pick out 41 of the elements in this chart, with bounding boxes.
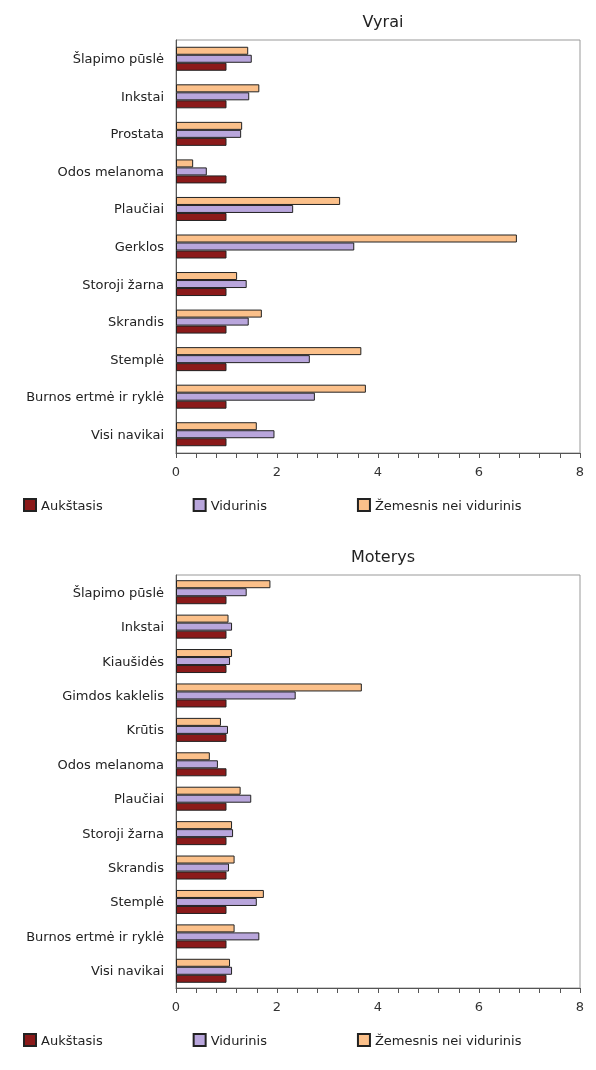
y-tick-label: Šlapimo pūslė: [72, 51, 164, 67]
chart-title: Moterys: [350, 546, 416, 566]
y-tick-label: Skrandis: [108, 314, 165, 330]
legend-label: Aukštasis: [41, 1032, 103, 1048]
y-tick-label: Skrandis: [108, 860, 165, 876]
x-tick-label: 8: [575, 999, 585, 1014]
y-tick-label: Burnos ertmė ir ryklė: [26, 928, 164, 944]
x-tick-label: 2: [272, 999, 282, 1014]
y-tick-label: Burnos ertmė ir ryklė: [26, 389, 164, 405]
y-tick-label: Storoji žarna: [82, 276, 164, 292]
y-tick-label: Kiaušidės: [102, 653, 165, 669]
legend-label: Žemesnis nei vidurinis: [374, 1032, 522, 1048]
legend-label: Vidurinis: [210, 1032, 268, 1048]
y-tick-label: Stemplė: [110, 894, 164, 910]
x-tick-label: 0: [171, 999, 181, 1014]
legend-label: Aukštasis: [41, 497, 103, 513]
y-tick-label: Plaučiai: [114, 791, 164, 807]
y-tick-label: Šlapimo pūslė: [72, 584, 164, 600]
x-tick-label: 2: [272, 464, 282, 479]
y-tick-label: Gerklos: [114, 239, 165, 254]
y-tick-label: Storoji žarna: [82, 825, 164, 841]
y-tick-label: Odos melanoma: [57, 756, 164, 772]
y-tick-label: Inkstai: [120, 619, 164, 635]
legend-label: Vidurinis: [210, 497, 268, 513]
legend-label: Žemesnis nei vidurinis: [374, 497, 522, 513]
chart-title: Vyrai: [362, 11, 404, 31]
y-tick-label: Gimdos kaklelis: [62, 687, 165, 703]
y-tick-label: Visi navikai: [90, 426, 164, 442]
y-tick-label: Visi navikai: [90, 963, 164, 979]
x-tick-label: 6: [474, 464, 484, 479]
y-tick-label: Stemplė: [110, 351, 164, 367]
y-tick-label: Krūtis: [126, 722, 165, 738]
y-tick-label: Prostata: [110, 126, 164, 142]
y-tick-label: Plaučiai: [114, 201, 164, 217]
x-tick-label: 4: [373, 999, 383, 1014]
y-tick-label: Odos melanoma: [57, 163, 164, 179]
x-tick-label: 6: [474, 999, 484, 1014]
x-tick-label: 8: [575, 464, 585, 479]
x-tick-label: 4: [373, 464, 383, 479]
x-tick-label: 0: [171, 464, 181, 479]
y-tick-label: Inkstai: [120, 88, 164, 104]
